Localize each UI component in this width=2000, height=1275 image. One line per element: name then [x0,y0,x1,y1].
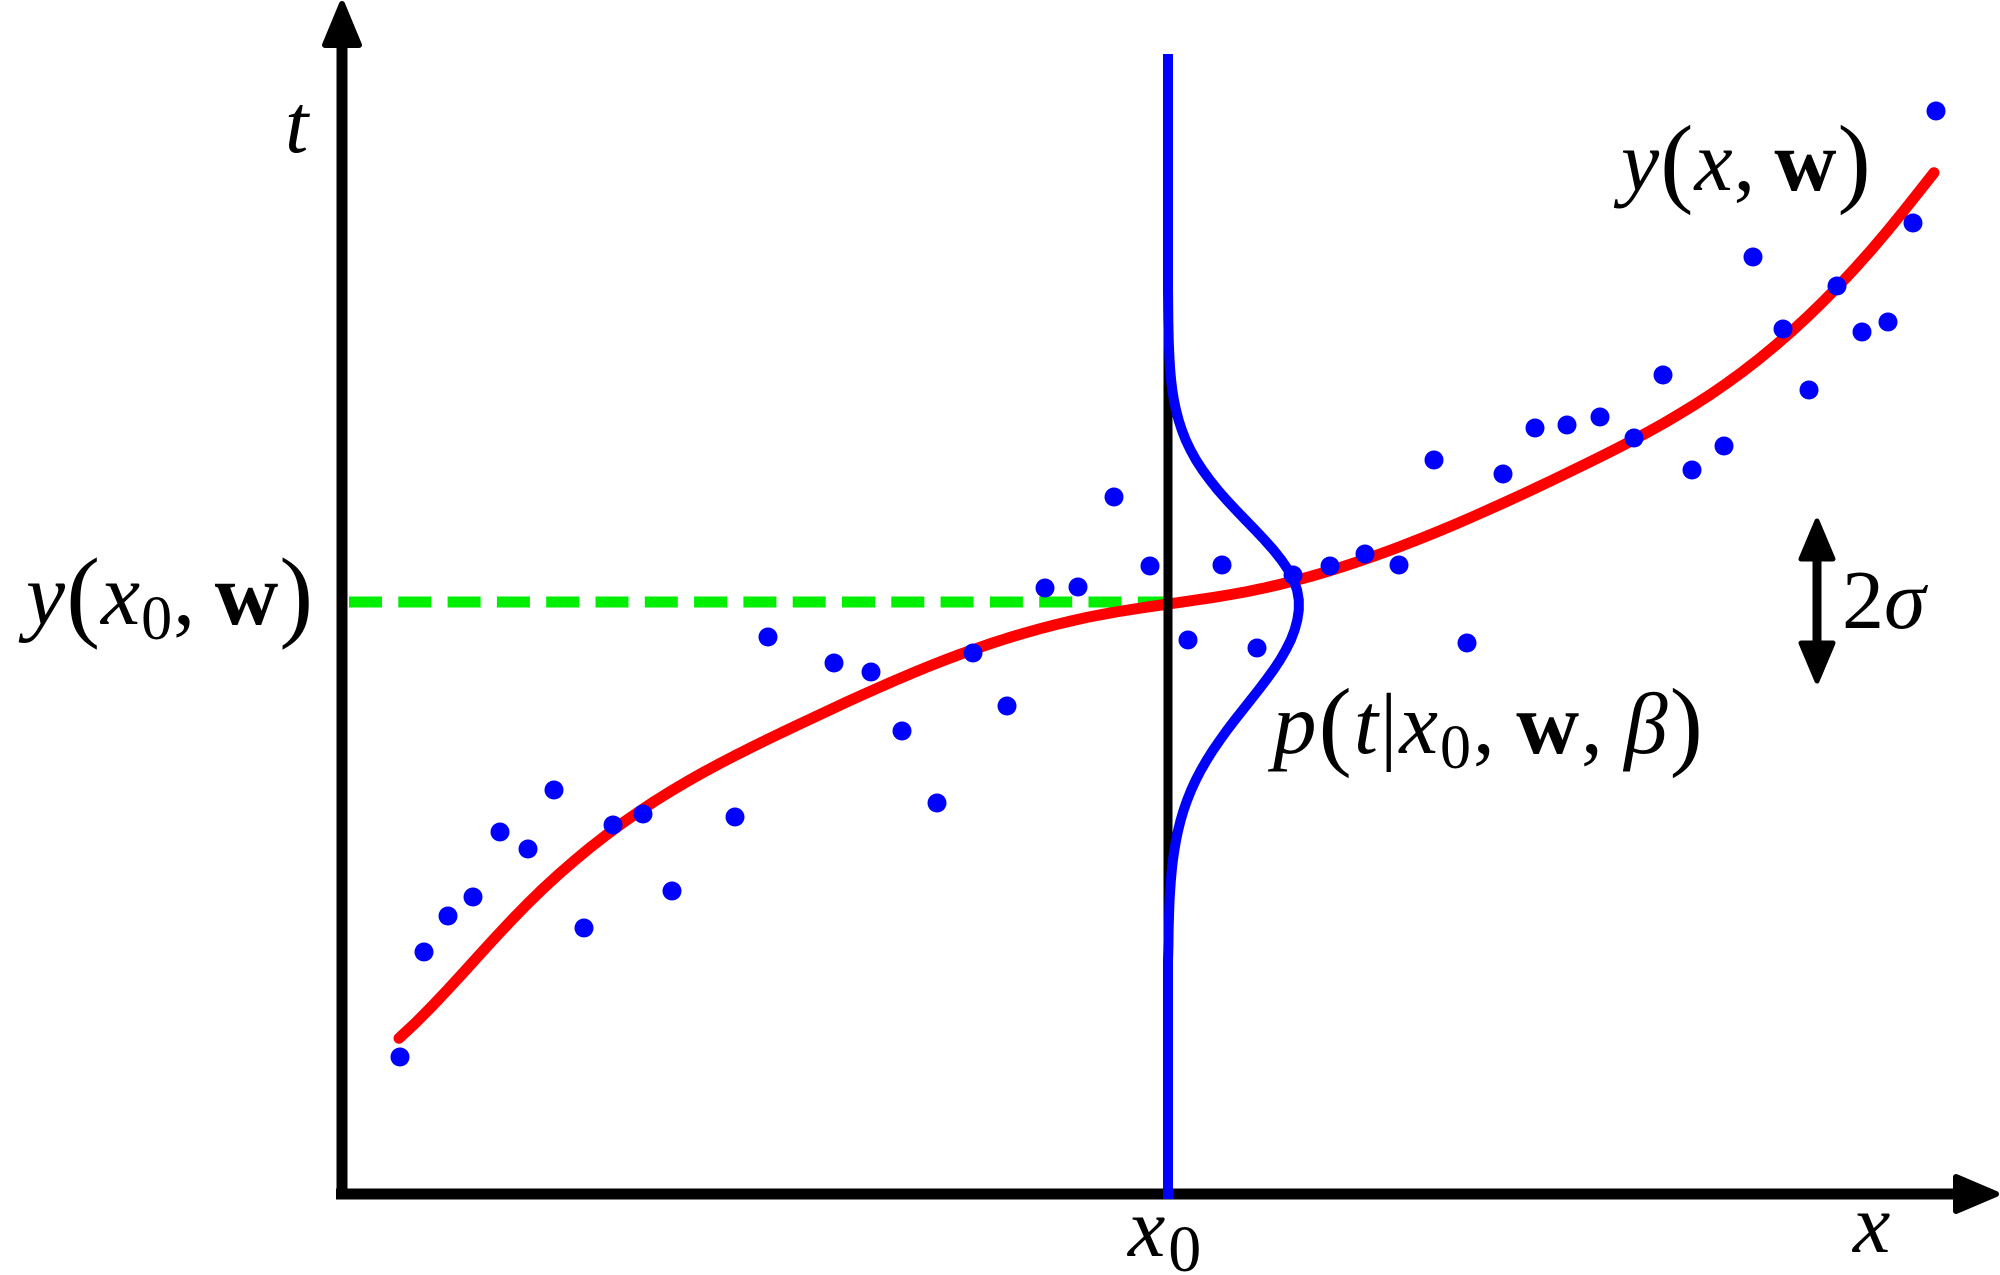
svg-text:x: x [1851,1178,1890,1271]
svg-text:y(x0, w): y(x0, w) [18,538,314,653]
svg-text:2σ: 2σ [1842,554,1929,647]
svg-text:p(t|x0, w, β): p(t|x0, w, β) [1267,668,1705,782]
svg-text:y(x, w): y(x, w) [1613,105,1872,216]
svg-text:t: t [285,78,311,171]
svg-text:x0: x0 [1126,1182,1204,1275]
